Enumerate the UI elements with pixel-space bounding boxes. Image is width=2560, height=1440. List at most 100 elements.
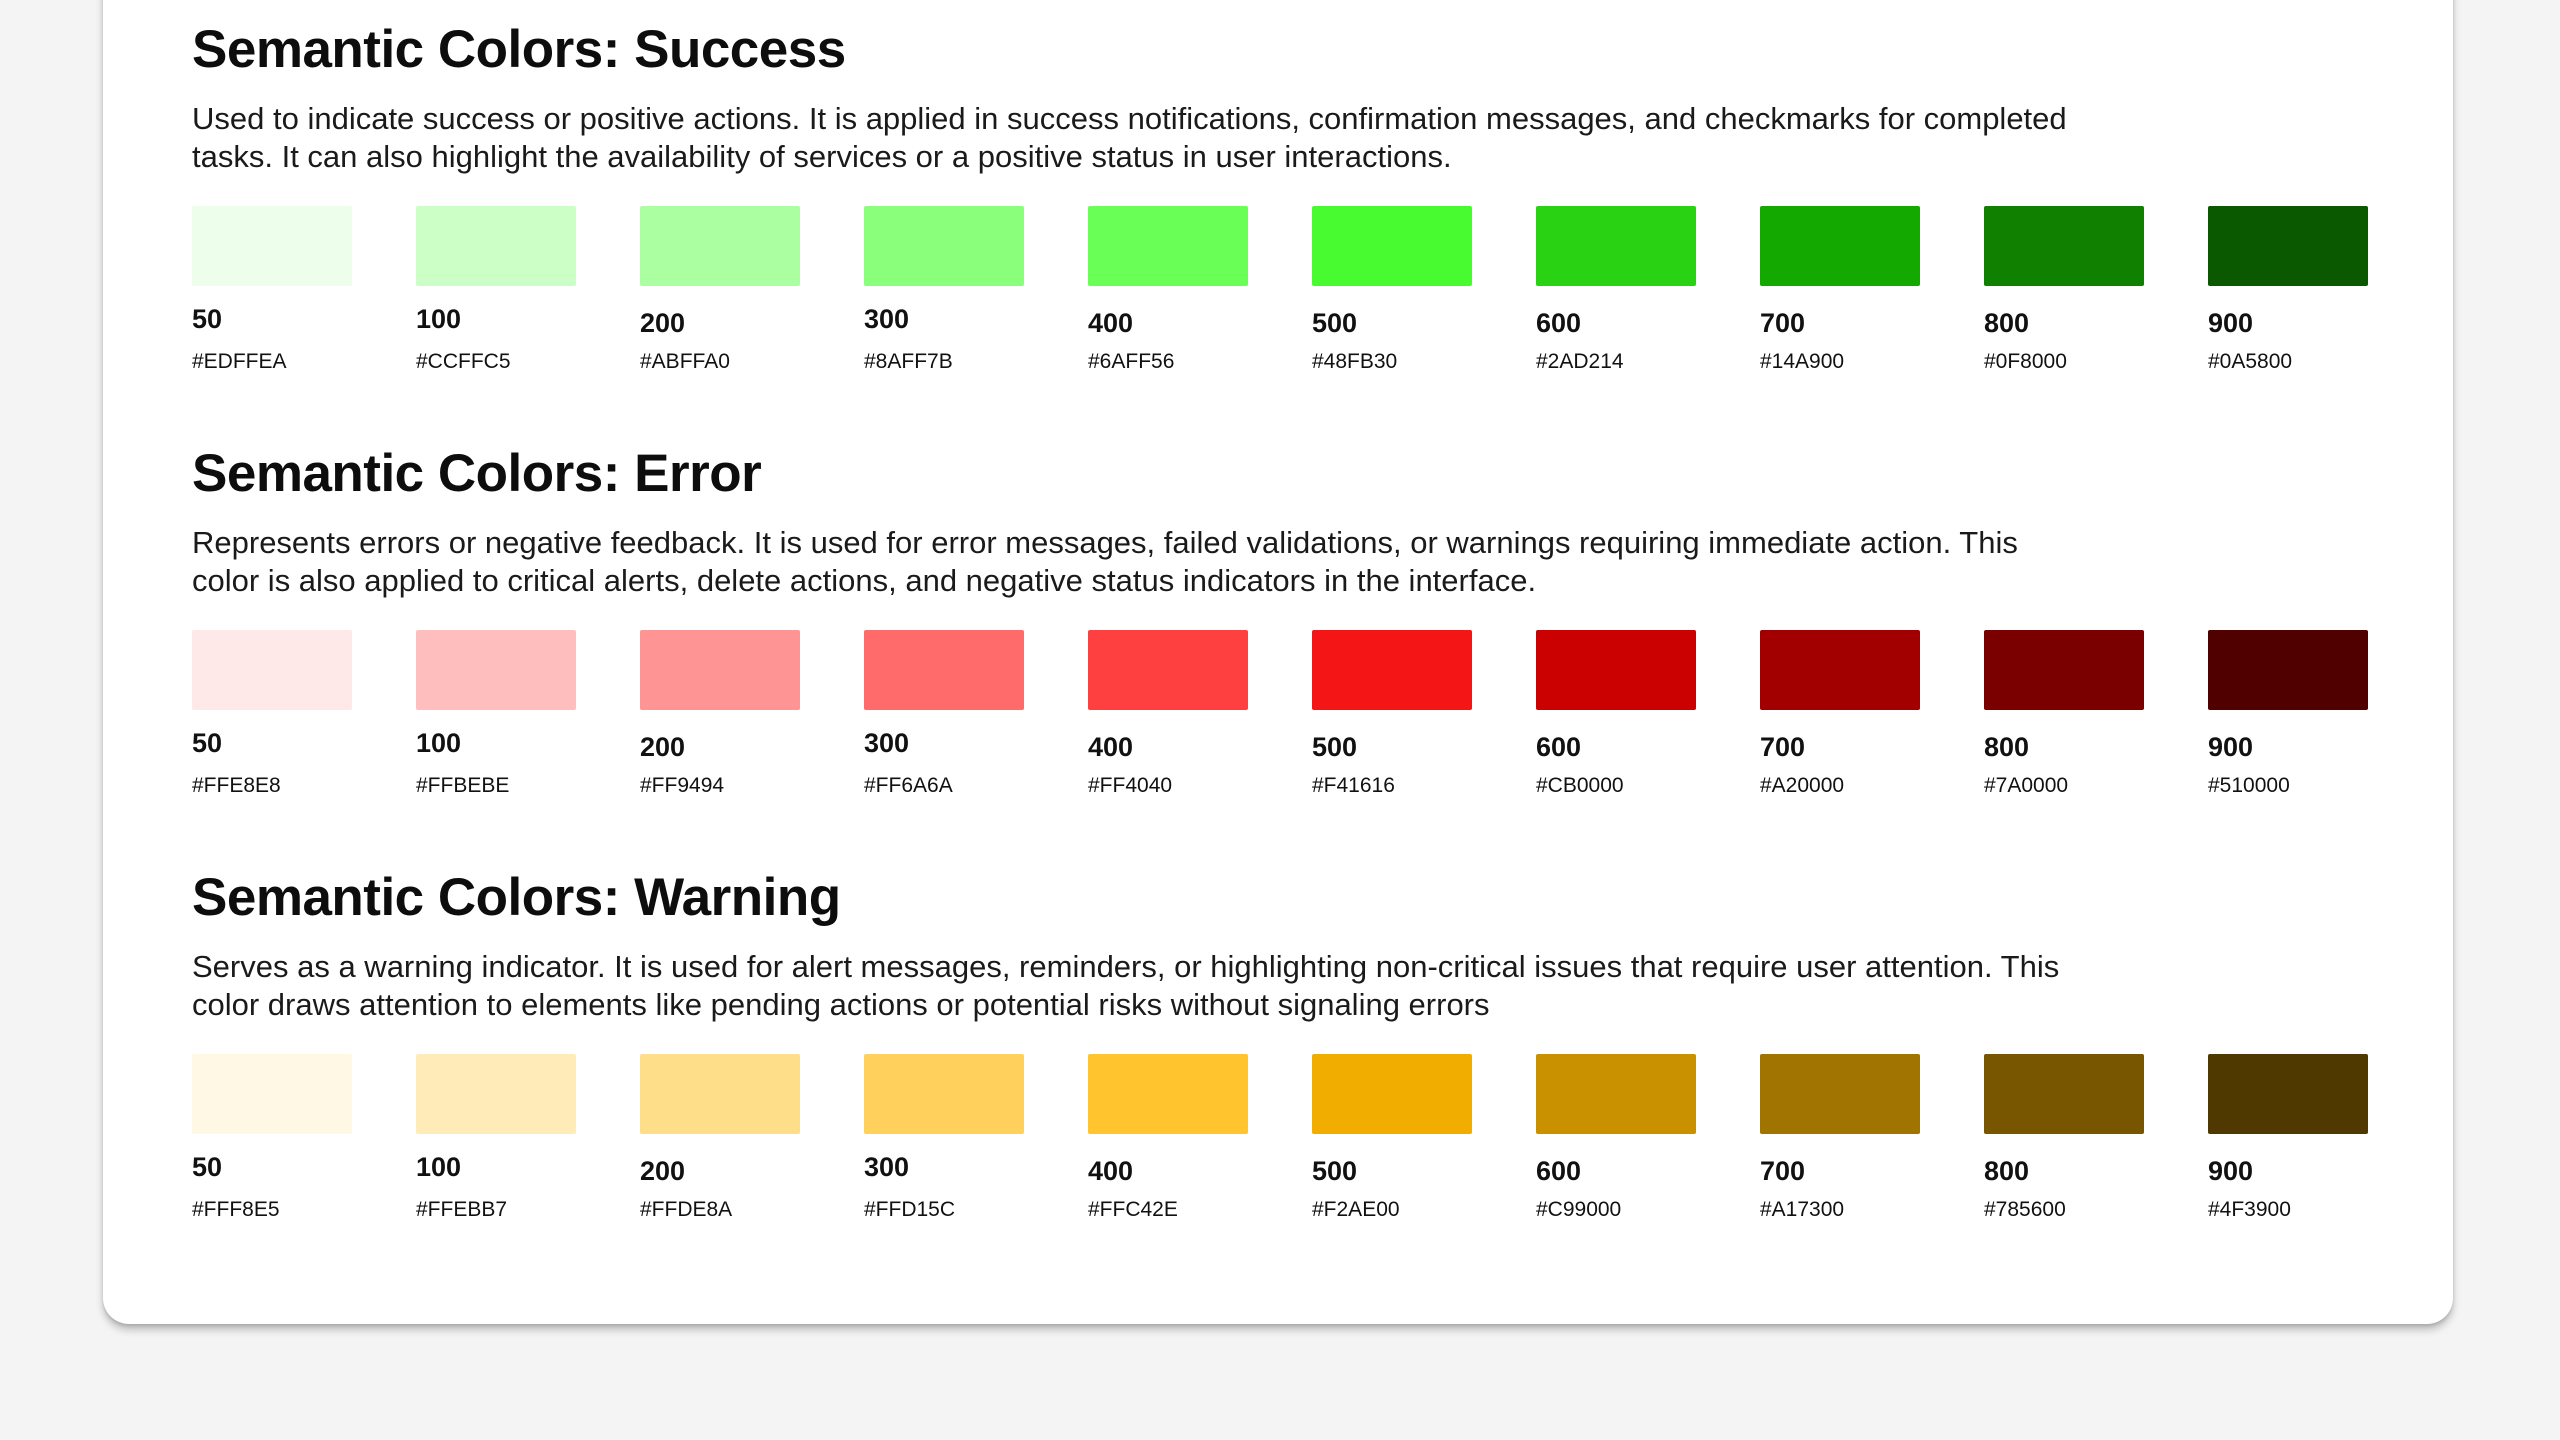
color-chip [192, 1054, 352, 1134]
shade-label: 900 [2208, 1156, 2254, 1186]
shade-label: 900 [2208, 308, 2254, 338]
color-chip [864, 630, 1024, 710]
shade-label: 600 [1536, 308, 1582, 338]
color-swatch: 800 #0F8000 [1984, 206, 2144, 375]
color-chip [1984, 206, 2144, 286]
shade-label: 100 [416, 1152, 462, 1182]
shade-label: 300 [864, 304, 910, 334]
color-swatch: 600 #CB0000 [1536, 630, 1696, 799]
color-swatch: 600 #2AD214 [1536, 206, 1696, 375]
hex-code: #FF4040 [1088, 774, 1173, 797]
swatch-row: 50 #FFF8E5 100 #FFEBB7 200 #FFDE8A 300 #FFD15C 4… [192, 1054, 2372, 1244]
shade-label: 400 [1088, 308, 1134, 338]
color-swatch: 500 #F2AE00 [1312, 1054, 1472, 1223]
color-swatch: 200 #ABFFA0 [640, 206, 800, 375]
hex-code: #FF6A6A [864, 774, 953, 797]
color-chip [2208, 630, 2368, 710]
shade-label: 100 [416, 304, 462, 334]
hex-code: #FFEBB7 [416, 1198, 508, 1221]
hex-code: #ABFFA0 [640, 350, 730, 373]
color-chip [192, 206, 352, 286]
color-swatch: 50 #FFE8E8 [192, 630, 352, 799]
hex-code: #F41616 [1312, 774, 1395, 797]
color-chip [416, 630, 576, 710]
color-swatch: 900 #510000 [2208, 630, 2368, 799]
shade-label: 400 [1088, 732, 1134, 762]
color-swatch: 50 #EDFFEA [192, 206, 352, 375]
color-swatch: 200 #FF9494 [640, 630, 800, 799]
hex-code: #48FB30 [1312, 350, 1398, 373]
hex-code: #0F8000 [1984, 350, 2067, 373]
color-chip [1760, 630, 1920, 710]
shade-label: 600 [1536, 1156, 1582, 1186]
color-swatch: 300 #8AFF7B [864, 206, 1024, 375]
color-swatch: 700 #A20000 [1760, 630, 1920, 799]
shade-label: 400 [1088, 1156, 1134, 1186]
color-swatch: 700 #A17300 [1760, 1054, 1920, 1223]
swatch-row: 50 #EDFFEA 100 #CCFFC5 200 #ABFFA0 300 #8AFF7B 4… [192, 206, 2372, 396]
shade-label: 700 [1760, 732, 1806, 762]
color-chip [864, 1054, 1024, 1134]
color-chip [1088, 630, 1248, 710]
color-chip [2208, 206, 2368, 286]
color-swatch: 900 #0A5800 [2208, 206, 2368, 375]
hex-code: #FFDE8A [640, 1198, 733, 1221]
color-chip [1312, 630, 1472, 710]
hex-code: #CCFFC5 [416, 350, 511, 373]
hex-code: #6AFF56 [1088, 350, 1175, 373]
color-swatch: 300 #FF6A6A [864, 630, 1024, 799]
shade-label: 500 [1312, 1156, 1358, 1186]
color-swatch: 300 #FFD15C [864, 1054, 1024, 1223]
color-chip [640, 630, 800, 710]
shade-label: 200 [640, 732, 686, 762]
shade-label: 200 [640, 1156, 686, 1186]
section-title: Semantic Colors: Error [192, 444, 762, 503]
hex-code: #FFBEBE [416, 774, 510, 797]
section-description: Represents errors or negative feedback. … [192, 525, 2018, 598]
hex-code: #14A900 [1760, 350, 1845, 373]
hex-code: #FFE8E8 [192, 774, 281, 797]
color-chip [1312, 1054, 1472, 1134]
section-description: Used to indicate success or positive act… [192, 101, 2067, 174]
color-chip [1760, 206, 1920, 286]
hex-code: #FFD15C [864, 1198, 956, 1221]
hex-code: #EDFFEA [192, 350, 287, 373]
color-chip [640, 1054, 800, 1134]
shade-label: 300 [864, 728, 910, 758]
color-swatch: 500 #48FB30 [1312, 206, 1472, 375]
shade-label: 50 [192, 1152, 223, 1182]
color-chip [1536, 206, 1696, 286]
color-swatch: 800 #7A0000 [1984, 630, 2144, 799]
hex-code: #A20000 [1760, 774, 1845, 797]
color-section: Semantic Colors: Error Represents errors … [192, 442, 2372, 820]
hex-code: #FFC42E [1088, 1198, 1178, 1221]
shade-label: 500 [1312, 732, 1358, 762]
color-swatch: 900 #4F3900 [2208, 1054, 2368, 1223]
shade-label: 700 [1760, 1156, 1806, 1186]
swatch-row: 50 #FFE8E8 100 #FFBEBE 200 #FF9494 300 #FF6A6A 4… [192, 630, 2372, 820]
color-chip [1760, 1054, 1920, 1134]
hex-code: #CB0000 [1536, 774, 1624, 797]
hex-code: #C99000 [1536, 1198, 1622, 1221]
color-chip [416, 1054, 576, 1134]
shade-label: 500 [1312, 308, 1358, 338]
shade-label: 800 [1984, 308, 2030, 338]
color-chip [1088, 206, 1248, 286]
color-swatch: 500 #F41616 [1312, 630, 1472, 799]
shade-label: 900 [2208, 732, 2254, 762]
color-swatch: 200 #FFDE8A [640, 1054, 800, 1223]
color-swatch: 700 #14A900 [1760, 206, 1920, 375]
color-chip [1536, 1054, 1696, 1134]
shade-label: 100 [416, 728, 462, 758]
hex-code: #2AD214 [1536, 350, 1624, 373]
hex-code: #F2AE00 [1312, 1198, 1400, 1221]
color-chip [1984, 1054, 2144, 1134]
color-swatch: 600 #C99000 [1536, 1054, 1696, 1223]
color-chip [1312, 206, 1472, 286]
color-swatch: 50 #FFF8E5 [192, 1054, 352, 1223]
shade-label: 700 [1760, 308, 1806, 338]
color-chip [192, 630, 352, 710]
hex-code: #FF9494 [640, 774, 725, 797]
shade-label: 800 [1984, 1156, 2030, 1186]
section-title: Semantic Colors: Success [192, 20, 846, 79]
